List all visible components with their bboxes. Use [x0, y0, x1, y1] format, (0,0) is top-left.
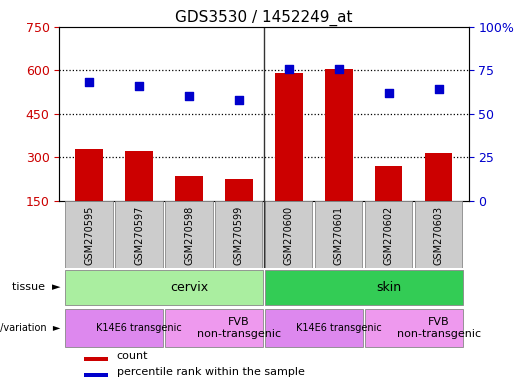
- FancyBboxPatch shape: [315, 200, 362, 268]
- Text: GSM270598: GSM270598: [184, 206, 194, 265]
- Text: genotype/variation  ►: genotype/variation ►: [0, 323, 60, 333]
- Text: FVB
non-transgenic: FVB non-transgenic: [197, 317, 281, 339]
- Text: count: count: [116, 351, 148, 361]
- Bar: [375, 166, 403, 200]
- FancyBboxPatch shape: [65, 200, 113, 268]
- FancyBboxPatch shape: [365, 200, 412, 268]
- Text: GSM270603: GSM270603: [434, 206, 444, 265]
- Bar: [175, 176, 203, 200]
- Point: [235, 97, 243, 103]
- Bar: [225, 179, 253, 200]
- Bar: [125, 151, 153, 200]
- Text: K14E6 transgenic: K14E6 transgenic: [296, 323, 382, 333]
- Text: GSM270595: GSM270595: [84, 206, 94, 265]
- Title: GDS3530 / 1452249_at: GDS3530 / 1452249_at: [175, 9, 353, 25]
- Point: [185, 93, 193, 99]
- Text: tissue  ►: tissue ►: [12, 283, 60, 293]
- Bar: [84, 373, 108, 377]
- Text: FVB
non-transgenic: FVB non-transgenic: [397, 317, 481, 339]
- FancyBboxPatch shape: [65, 270, 263, 305]
- Text: percentile rank within the sample: percentile rank within the sample: [116, 367, 304, 377]
- Text: GSM270601: GSM270601: [334, 206, 344, 265]
- Bar: [325, 69, 353, 200]
- Point: [135, 83, 143, 89]
- Text: GSM270599: GSM270599: [234, 206, 244, 265]
- Point: [435, 86, 443, 93]
- Text: GSM270597: GSM270597: [134, 206, 144, 265]
- FancyBboxPatch shape: [165, 309, 263, 347]
- FancyBboxPatch shape: [115, 200, 163, 268]
- Point: [385, 90, 393, 96]
- Point: [335, 66, 343, 72]
- FancyBboxPatch shape: [65, 309, 163, 347]
- Bar: [84, 358, 108, 361]
- FancyBboxPatch shape: [265, 200, 313, 268]
- Bar: [275, 73, 303, 200]
- FancyBboxPatch shape: [165, 200, 213, 268]
- FancyBboxPatch shape: [365, 309, 462, 347]
- FancyBboxPatch shape: [415, 200, 462, 268]
- Text: cervix: cervix: [170, 281, 208, 294]
- Bar: [76, 149, 103, 200]
- Text: skin: skin: [376, 281, 401, 294]
- FancyBboxPatch shape: [265, 270, 462, 305]
- FancyBboxPatch shape: [215, 200, 263, 268]
- Text: K14E6 transgenic: K14E6 transgenic: [96, 323, 182, 333]
- Text: GSM270602: GSM270602: [384, 206, 394, 265]
- Text: GSM270600: GSM270600: [284, 206, 294, 265]
- FancyBboxPatch shape: [265, 309, 363, 347]
- Point: [85, 79, 93, 86]
- Point: [285, 66, 293, 72]
- Bar: [425, 153, 452, 200]
